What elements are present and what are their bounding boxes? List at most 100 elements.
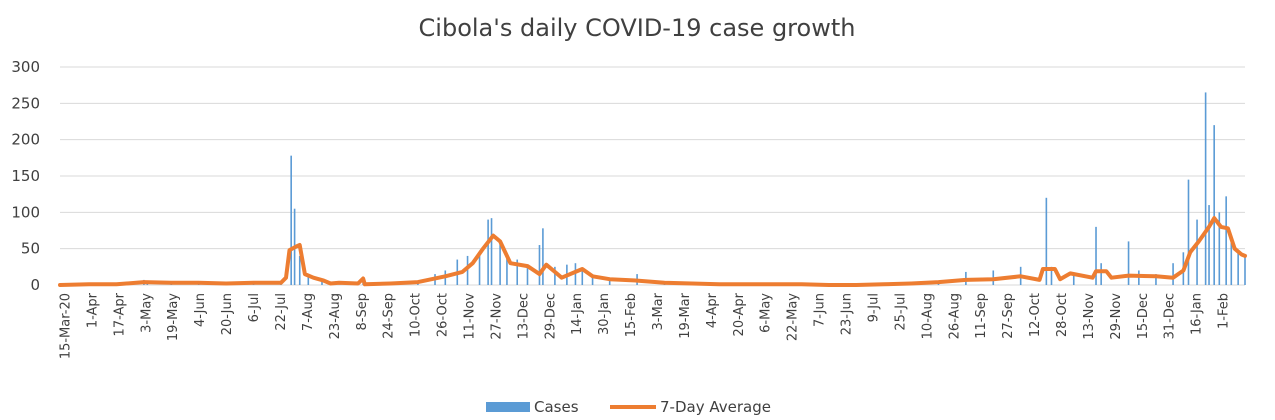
x-tick-label: 22-Jul	[274, 293, 289, 331]
x-tick-label: 26-Aug	[947, 293, 962, 339]
x-tick-label: 1-Apr	[85, 292, 100, 328]
y-tick-label: 0	[30, 276, 40, 294]
y-axis-ticks: 0 50 100 150 200 250 300	[11, 58, 40, 294]
cases-bar	[478, 252, 481, 285]
seven-day-average-line	[58, 216, 1247, 287]
cases-bar	[1218, 212, 1221, 285]
x-tick-label: 23-Aug	[328, 293, 343, 339]
x-tick-label: 9-Jul	[866, 293, 881, 322]
cases-bar	[1213, 125, 1215, 285]
cases-bar	[1072, 274, 1075, 285]
cases-bar	[1172, 263, 1174, 285]
x-tick-label: 30-Jan	[597, 293, 612, 335]
cases-bar	[1230, 241, 1233, 285]
x-tick-label: 13-Nov	[1082, 293, 1097, 340]
x-tick-label: 27-Sep	[1001, 293, 1016, 339]
y-tick-label: 200	[11, 131, 40, 149]
cases-bar	[506, 255, 508, 285]
cases-bar	[1225, 196, 1227, 285]
cases-bar	[554, 266, 556, 285]
cases-bar	[1100, 263, 1102, 285]
x-tick-label: 20-Apr	[732, 292, 747, 336]
cases-bar	[1187, 179, 1190, 285]
y-tick-label: 50	[21, 240, 40, 258]
cases-bar	[1045, 197, 1048, 285]
cases-bar	[466, 255, 469, 285]
cases-bar	[608, 279, 611, 285]
y-tick-label: 150	[11, 167, 40, 185]
y-tick-label: 250	[11, 94, 40, 112]
cases-bar	[1050, 266, 1053, 285]
legend-average-label: 7-Day Average	[660, 398, 771, 416]
y-tick-label: 300	[11, 58, 40, 76]
x-tick-label: 31-Dec	[1163, 293, 1178, 339]
cases-bar	[1237, 252, 1239, 285]
chart-title: Cibola's daily COVID-19 case growth	[419, 14, 856, 42]
x-tick-label: 11-Nov	[462, 293, 477, 340]
x-tick-label: 4-Apr	[705, 292, 720, 328]
x-tick-label: 3-May	[139, 293, 154, 333]
x-tick-label: 15-Feb	[624, 293, 639, 337]
x-tick-label: 29-Nov	[1109, 293, 1124, 340]
cases-bar	[526, 266, 529, 285]
x-tick-label: 6-May	[759, 293, 774, 333]
x-tick-label: 13-Dec	[516, 293, 531, 339]
x-tick-label: 17-Apr	[112, 292, 127, 336]
x-tick-label: 29-Dec	[543, 293, 558, 339]
legend-cases-label: Cases	[534, 398, 579, 416]
x-tick-label: 22-May	[786, 293, 801, 341]
cases-bar	[542, 228, 544, 285]
cases-bar	[516, 259, 519, 285]
x-tick-label: 19-Mar	[678, 292, 693, 338]
x-tick-label: 14-Jan	[570, 293, 585, 335]
cases-bar	[307, 276, 310, 285]
cases-bar	[1095, 226, 1097, 285]
seven-day-average-line-group	[58, 216, 1247, 287]
cases-bar	[591, 277, 594, 285]
x-tick-label: 16-Jan	[1190, 293, 1205, 335]
x-tick-label: 6-Jul	[247, 293, 262, 322]
cases-bar	[298, 255, 301, 285]
cases-bar	[1196, 219, 1198, 285]
x-tick-label: 26-Oct	[436, 293, 451, 337]
x-axis-ticks: 15-Mar-20 1-Apr 17-Apr 3-May 19-May 4-Jun 20-J…	[59, 292, 1232, 359]
x-tick-label: 23-Jun	[840, 293, 855, 335]
x-tick-label: 24-Sep	[382, 293, 397, 339]
legend: Cases 7-Day Average	[486, 398, 771, 416]
x-tick-label: 15-Mar-20	[59, 293, 74, 359]
cases-bars	[88, 92, 1246, 285]
x-tick-label: 20-Jun	[220, 293, 235, 335]
cases-bar	[538, 245, 541, 285]
x-tick-label: 10-Oct	[409, 293, 424, 337]
cases-bar	[1244, 255, 1246, 285]
cases-bar	[1155, 274, 1157, 285]
x-tick-label: 7-Aug	[301, 293, 316, 331]
cases-bar	[487, 219, 489, 285]
x-tick-label: 3-Mar	[651, 292, 666, 330]
cases-bar	[574, 263, 577, 285]
cases-bar	[1204, 92, 1207, 285]
cases-bar	[1208, 205, 1210, 285]
x-tick-label: 7-Jun	[813, 293, 828, 327]
x-tick-label: 1-Feb	[1217, 293, 1232, 329]
x-tick-label: 4-Jun	[193, 293, 208, 327]
x-tick-label: 8-Sep	[355, 293, 370, 330]
x-tick-label: 27-Nov	[489, 293, 504, 340]
x-tick-label: 15-Dec	[1136, 293, 1151, 339]
cases-bar	[290, 155, 292, 285]
x-tick-label: 28-Oct	[1055, 293, 1070, 337]
x-tick-label: 10-Aug	[920, 293, 935, 339]
cases-bar	[499, 241, 501, 285]
x-tick-label: 12-Oct	[1028, 293, 1043, 337]
y-tick-label: 100	[11, 203, 40, 221]
cases-bar	[1127, 241, 1130, 285]
x-tick-label: 11-Sep	[974, 293, 989, 339]
legend-cases-swatch	[486, 402, 530, 412]
x-tick-label: 25-Jul	[893, 293, 908, 331]
gridlines	[60, 66, 1245, 286]
x-tick-label: 19-May	[166, 293, 181, 341]
cases-bar	[490, 218, 493, 285]
cases-bar	[581, 270, 584, 285]
